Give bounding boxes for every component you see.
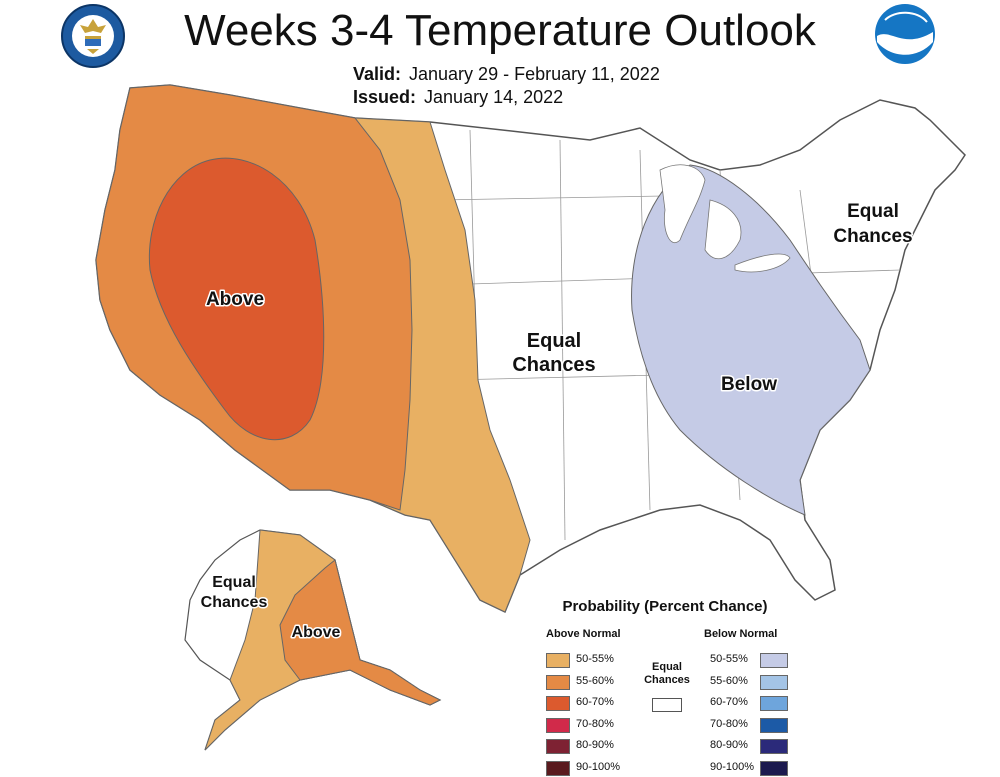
valid-label: Valid:	[353, 64, 402, 84]
legend-below-label: 80-90%	[710, 739, 748, 751]
label-equal-central-2: Chances	[512, 354, 595, 376]
valid-value: January 29 - February 11, 2022	[409, 64, 660, 84]
legend-above-swatch	[546, 717, 570, 733]
legend-below-swatch	[760, 760, 788, 776]
legend-title: Probability (Percent Chance)	[562, 598, 768, 615]
legend-below-label: 90-100%	[710, 760, 755, 773]
legend-below-swatch	[760, 674, 788, 690]
legend-above-swatch	[546, 653, 570, 668]
legend-below-label: 70-80%	[710, 717, 748, 730]
label-equal-ne-1: Equal	[847, 201, 899, 222]
label-equal-ak-1: Equal	[212, 574, 256, 591]
legend-above-label: 50-55%	[576, 653, 614, 665]
label-above-conus: Above	[206, 289, 264, 310]
issued-line: Issued: January 14, 2022	[353, 87, 563, 108]
label-equal-ak-2: Chances	[201, 594, 268, 611]
valid-line: Valid: January 29 - February 11, 2022	[353, 64, 660, 85]
legend: Probability (Percent Chance) Above Norma…	[540, 598, 790, 776]
legend-equal-label-1: Equal	[652, 661, 682, 673]
legend-above-swatch	[546, 760, 570, 776]
legend-equal-label-2: Chances	[644, 674, 690, 686]
label-below: Below	[721, 374, 777, 395]
alaska-above-55-60-region	[279, 559, 442, 706]
legend-below-label: 50-55%	[710, 653, 748, 665]
issued-value: January 14, 2022	[424, 87, 564, 107]
legend-below-header: Below Normal	[704, 628, 778, 640]
label-equal-ne-2: Chances	[833, 226, 912, 247]
issued-label: Issued:	[353, 87, 417, 107]
legend-above-swatch	[546, 674, 570, 690]
above-60-70-region	[148, 157, 325, 441]
noaa-logo-icon	[875, 4, 935, 64]
legend-below-swatch	[760, 696, 788, 711]
legend-above-label: 90-100%	[576, 760, 621, 773]
page-title: Weeks 3-4 Temperature Outlook	[184, 6, 816, 55]
legend-below-swatch	[760, 739, 788, 754]
label-above-ak: Above	[292, 624, 341, 641]
legend-above-label: 60-70%	[576, 696, 614, 708]
legend-equal-chances: Equal Chances	[637, 661, 697, 687]
legend-above-swatch	[546, 696, 570, 711]
legend-above-label: 55-60%	[576, 674, 614, 687]
below-50-55-region	[631, 164, 871, 516]
legend-equal-swatch	[652, 698, 682, 712]
great-lakes	[659, 164, 791, 273]
legend-below-swatch	[760, 653, 788, 668]
legend-above-label: 80-90%	[576, 739, 614, 751]
legend-below-swatch	[760, 717, 788, 733]
department-of-commerce-seal-icon	[61, 4, 125, 68]
legend-below-label: 60-70%	[710, 696, 748, 708]
legend-above-header: Above Normal	[546, 628, 621, 640]
legend-above-label: 70-80%	[576, 717, 614, 730]
legend-above-swatch	[546, 739, 570, 754]
label-equal-central-1: Equal	[527, 330, 581, 352]
legend-below-label: 55-60%	[710, 674, 748, 687]
